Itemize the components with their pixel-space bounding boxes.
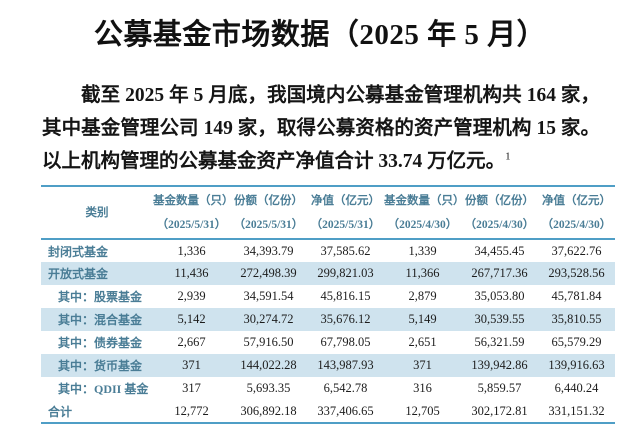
cell-value: 30,539.55 — [474, 312, 525, 326]
column-header-date: （2025/5/31） — [156, 219, 227, 231]
paragraph-line-3: 以上机构管理的公募基金资产净值合计 33.74 万亿元。1 — [42, 145, 600, 178]
row-label: 其中：QDII 基金 — [58, 382, 149, 396]
cell-value: 5,859.57 — [477, 381, 522, 395]
cell-value: 12,772 — [174, 403, 209, 418]
cell-value: 371 — [413, 358, 432, 372]
cell-value: 6,440.24 — [554, 381, 599, 395]
cell-value: 56,321.59 — [474, 335, 525, 349]
column-header: 份额（亿份） （2025/4/30） — [461, 186, 538, 239]
table-row: 其中：混合基金 5,142 30,274.72 35,676.12 5,149 30,53… — [41, 308, 615, 331]
table-header: 类别 基金数量（只） （2025/5/31） 份额（亿份） （2025/5/31） 净值（… — [41, 186, 615, 239]
cell-value: 12,705 — [405, 403, 440, 418]
column-header-date: （2025/5/31） — [310, 219, 381, 231]
paragraph-line-3-text: 以上机构管理的公募基金资产净值合计 33.74 万亿元。 — [42, 151, 506, 172]
fund-market-table: 类别 基金数量（只） （2025/5/31） 份额（亿份） （2025/5/31） 净值（… — [41, 185, 615, 424]
paragraph-line-2: 其中基金管理公司 149 家，取得公募资格的资产管理机构 15 家。 — [42, 118, 600, 139]
row-label: 其中：货币基金 — [58, 359, 143, 373]
cell-value: 37,585.62 — [320, 243, 371, 258]
cell-value: 371 — [182, 358, 201, 372]
cell-value: 37,622.76 — [551, 243, 602, 258]
cell-value: 316 — [413, 381, 432, 395]
cell-value: 5,149 — [408, 312, 437, 326]
table-row: 开放式基金 11,436 272,498.39 299,821.03 11,366 267… — [41, 262, 615, 285]
table-row: 其中：股票基金 2,939 34,591.54 45,816.15 2,879 35,05… — [41, 285, 615, 308]
row-label: 其中：债券基金 — [58, 336, 143, 350]
table-row: 封闭式基金 1,336 34,393.79 37,585.62 1,339 34,455.… — [41, 239, 615, 262]
cell-value: 139,942.86 — [471, 358, 528, 372]
cell-value: 2,939 — [177, 289, 206, 303]
cell-value: 57,916.50 — [243, 335, 294, 349]
cell-value: 34,455.45 — [474, 243, 525, 258]
column-header-date: （2025/4/30） — [464, 219, 535, 231]
column-header-label: 基金数量（只） — [153, 195, 234, 207]
cell-value: 267,717.36 — [471, 266, 528, 280]
table-row: 其中：债券基金 2,667 57,916.50 67,798.05 2,651 56,32… — [41, 331, 615, 354]
cell-value: 272,498.39 — [240, 266, 297, 280]
category-column-header: 类别 — [85, 207, 109, 219]
table-body: 封闭式基金 1,336 34,393.79 37,585.62 1,339 34,455.… — [41, 239, 615, 423]
row-label: 开放式基金 — [48, 267, 109, 281]
cell-value: 2,667 — [177, 335, 206, 349]
cell-value: 331,151.32 — [548, 403, 605, 418]
column-header: 份额（亿份） （2025/5/31） — [230, 186, 307, 239]
cell-value: 35,810.55 — [551, 312, 602, 326]
cell-value: 45,816.15 — [320, 289, 371, 303]
column-header: 基金数量（只） （2025/5/31） — [153, 186, 234, 239]
column-header: 净值（亿元） （2025/5/31） — [307, 186, 384, 239]
column-header-label: 份额（亿份） — [465, 195, 534, 207]
paragraph-line-1: 截至 2025 年 5 月底，我国境内公募基金管理机构共 164 家， — [81, 85, 600, 106]
cell-value: 1,336 — [177, 243, 206, 258]
column-header-date: （2025/5/31） — [233, 219, 304, 231]
cell-value: 1,339 — [408, 243, 437, 258]
cell-value: 306,892.18 — [240, 403, 297, 418]
footnote-marker: 1 — [505, 150, 511, 163]
cell-value: 35,676.12 — [320, 312, 371, 326]
row-label: 合计 — [48, 404, 73, 419]
cell-value: 299,821.03 — [317, 266, 374, 280]
column-header: 基金数量（只） （2025/4/30） — [384, 186, 465, 239]
cell-value: 11,366 — [405, 266, 440, 280]
cell-value: 45,781.84 — [551, 289, 602, 303]
column-header-label: 净值（亿元） — [542, 195, 611, 207]
cell-value: 2,879 — [408, 289, 437, 303]
cell-value: 2,651 — [408, 335, 437, 349]
cell-value: 5,693.35 — [246, 381, 291, 395]
column-header: 净值（亿元） （2025/4/30） — [538, 186, 615, 239]
cell-value: 302,172.81 — [471, 403, 528, 418]
cell-value: 293,528.56 — [548, 266, 605, 280]
row-label: 其中：混合基金 — [58, 313, 143, 327]
cell-value: 35,053.80 — [474, 289, 525, 303]
header-row: 类别 基金数量（只） （2025/5/31） 份额（亿份） （2025/5/31） 净值（… — [41, 186, 615, 239]
cell-value: 34,393.79 — [243, 243, 294, 258]
cell-value: 5,142 — [177, 312, 206, 326]
table-row: 合计 12,772 306,892.18 337,406.65 12,705 302,17… — [41, 400, 615, 423]
column-header-date: （2025/4/30） — [541, 219, 612, 231]
column-header-label: 基金数量（只） — [384, 195, 465, 207]
cell-value: 11,436 — [174, 266, 209, 280]
intro-paragraph: 截至 2025 年 5 月底，我国境内公募基金管理机构共 164 家， 其中基金… — [42, 79, 600, 178]
cell-value: 144,022.28 — [240, 358, 297, 372]
cell-value: 337,406.65 — [317, 403, 374, 418]
cell-value: 143,987.93 — [317, 358, 374, 372]
cell-value: 30,274.72 — [243, 312, 294, 326]
cell-value: 34,591.54 — [243, 289, 294, 303]
cell-value: 67,798.05 — [320, 335, 371, 349]
column-header-label: 净值（亿元） — [311, 195, 380, 207]
column-header-date: （2025/4/30） — [387, 219, 458, 231]
cell-value: 317 — [182, 381, 201, 395]
table-row: 其中：QDII 基金 317 5,693.35 6,542.78 316 5,859.57… — [41, 377, 615, 400]
cell-value: 65,579.29 — [551, 335, 602, 349]
column-header-label: 份额（亿份） — [234, 195, 303, 207]
row-label: 其中：股票基金 — [58, 290, 143, 304]
page-title: 公募基金市场数据（2025 年 5 月） — [93, 19, 547, 51]
row-label: 封闭式基金 — [48, 244, 109, 259]
cell-value: 6,542.78 — [323, 381, 368, 395]
table-row: 其中：货币基金 371 144,022.28 143,987.93 371 139,942… — [41, 354, 615, 377]
cell-value: 139,916.63 — [548, 358, 605, 372]
